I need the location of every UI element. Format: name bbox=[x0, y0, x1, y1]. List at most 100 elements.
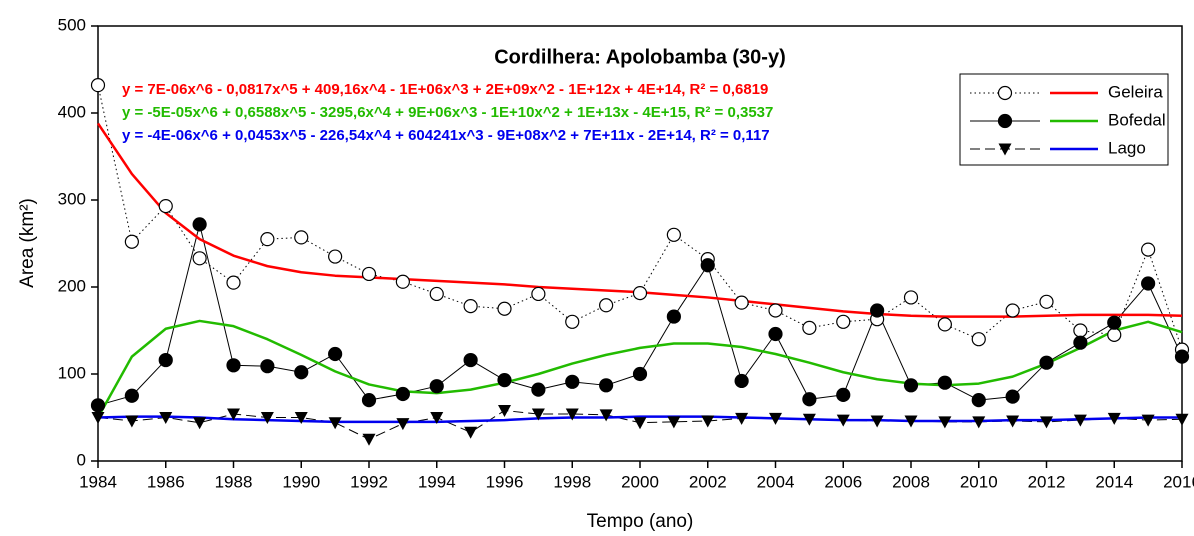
marker bbox=[260, 232, 275, 247]
marker bbox=[429, 286, 444, 302]
marker bbox=[997, 113, 1013, 129]
x-tick-label: 1998 bbox=[553, 472, 591, 491]
marker bbox=[599, 409, 613, 422]
marker bbox=[1141, 242, 1156, 257]
marker bbox=[971, 332, 986, 347]
marker bbox=[802, 392, 817, 407]
x-tick-label: 1994 bbox=[418, 472, 456, 491]
marker bbox=[937, 375, 952, 390]
marker bbox=[396, 418, 410, 431]
marker bbox=[531, 286, 546, 302]
marker bbox=[464, 426, 478, 439]
x-tick-label: 2002 bbox=[689, 472, 727, 491]
legend-label: Geleira bbox=[1108, 82, 1163, 101]
marker bbox=[1174, 349, 1190, 364]
marker bbox=[395, 274, 410, 289]
marker bbox=[294, 412, 308, 424]
marker bbox=[937, 317, 952, 332]
marker bbox=[836, 387, 851, 402]
marker bbox=[734, 295, 749, 310]
marker bbox=[836, 414, 850, 427]
marker bbox=[735, 412, 749, 425]
marker bbox=[633, 417, 647, 430]
marker bbox=[395, 386, 410, 402]
marker bbox=[1073, 414, 1087, 427]
marker bbox=[124, 388, 139, 403]
trend-line bbox=[97, 415, 1182, 424]
marker bbox=[997, 85, 1013, 101]
marker bbox=[666, 309, 681, 324]
x-tick-label: 2000 bbox=[621, 472, 659, 491]
x-tick-label: 2014 bbox=[1095, 472, 1133, 491]
marker bbox=[362, 433, 376, 446]
marker bbox=[328, 249, 343, 264]
marker bbox=[599, 298, 614, 313]
marker bbox=[361, 393, 377, 408]
marker bbox=[632, 285, 648, 301]
marker bbox=[632, 366, 648, 382]
x-axis-label: Tempo (ano) bbox=[587, 511, 694, 532]
marker bbox=[328, 346, 343, 362]
marker bbox=[158, 198, 173, 214]
x-tick-label: 1986 bbox=[147, 472, 185, 491]
legend-label: Lago bbox=[1108, 138, 1146, 157]
marker bbox=[192, 217, 207, 232]
marker bbox=[227, 408, 240, 421]
marker bbox=[769, 412, 782, 425]
marker bbox=[260, 412, 274, 424]
marker bbox=[1107, 412, 1121, 425]
marker bbox=[903, 290, 919, 305]
marker bbox=[1005, 389, 1020, 404]
x-tick-label: 1992 bbox=[350, 472, 388, 491]
x-tick-label: 2006 bbox=[824, 472, 862, 491]
marker bbox=[90, 398, 106, 413]
y-tick-label: 0 bbox=[77, 450, 86, 469]
trend-equation: y = 7E-06x^6 - 0,0817x^5 + 409,16x^4 - 1… bbox=[122, 81, 768, 98]
marker bbox=[361, 266, 377, 282]
marker bbox=[734, 373, 749, 389]
x-tick-label: 1996 bbox=[486, 472, 524, 491]
marker bbox=[1107, 327, 1122, 342]
marker bbox=[497, 301, 512, 316]
marker bbox=[903, 378, 919, 393]
marker bbox=[294, 365, 309, 380]
marker bbox=[531, 382, 546, 397]
marker bbox=[226, 275, 241, 290]
marker bbox=[1073, 323, 1088, 338]
marker bbox=[125, 415, 139, 428]
marker bbox=[1039, 294, 1054, 309]
marker bbox=[768, 326, 783, 342]
marker bbox=[904, 415, 918, 428]
y-tick-label: 400 bbox=[58, 102, 86, 121]
x-tick-label: 1988 bbox=[215, 472, 253, 491]
marker bbox=[463, 299, 478, 314]
marker bbox=[1039, 355, 1054, 370]
marker bbox=[599, 378, 614, 393]
marker bbox=[565, 408, 579, 421]
marker bbox=[565, 314, 580, 329]
marker bbox=[998, 143, 1012, 156]
marker bbox=[701, 415, 715, 428]
marker bbox=[1040, 416, 1053, 429]
marker bbox=[666, 227, 681, 242]
marker bbox=[667, 416, 681, 429]
marker bbox=[260, 359, 275, 374]
trend-equation: y = -4E-06x^6 + 0,0453x^5 - 226,54x^4 + … bbox=[122, 127, 770, 144]
marker bbox=[870, 303, 885, 318]
y-axis-label: Area (km²) bbox=[17, 198, 38, 288]
x-tick-label: 2008 bbox=[892, 472, 930, 491]
marker bbox=[124, 234, 139, 249]
x-tick-label: 2004 bbox=[757, 472, 795, 491]
trend-line bbox=[96, 319, 1183, 419]
marker bbox=[91, 412, 105, 424]
marker bbox=[294, 230, 309, 245]
marker bbox=[565, 374, 580, 389]
marker bbox=[90, 78, 106, 93]
y-tick-label: 100 bbox=[58, 363, 86, 382]
marker bbox=[497, 372, 512, 388]
marker bbox=[1107, 315, 1122, 330]
marker bbox=[971, 393, 986, 408]
marker bbox=[1175, 413, 1189, 426]
marker bbox=[1006, 415, 1020, 428]
